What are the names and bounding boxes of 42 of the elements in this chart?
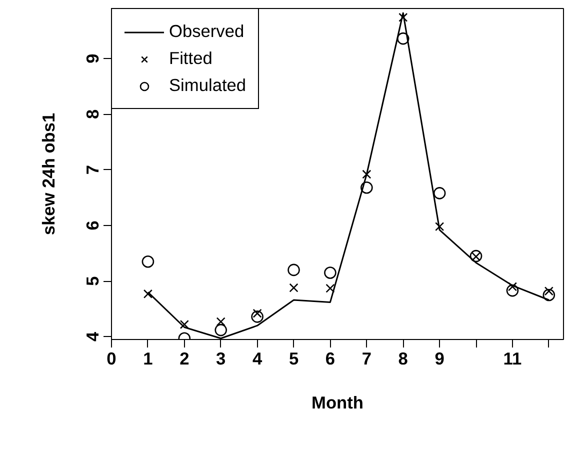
y-tick-label: 8 — [82, 109, 102, 120]
point — [289, 283, 298, 292]
point — [542, 288, 556, 302]
x-axis-title: Month — [312, 392, 364, 412]
x-tick-label: 0 — [106, 348, 116, 368]
x-tick-label: 4 — [252, 348, 262, 368]
point — [214, 324, 228, 336]
y-tick-label: 9 — [82, 54, 102, 64]
point — [362, 170, 372, 179]
point — [470, 250, 482, 262]
y-tick-label: 4 — [82, 332, 102, 342]
point — [324, 266, 336, 279]
y-tick-label: 7 — [82, 165, 102, 175]
point — [398, 12, 408, 22]
point — [142, 255, 154, 268]
x-tick-label: 9 — [434, 348, 444, 368]
x-tick-label: 8 — [398, 348, 408, 368]
point — [180, 320, 189, 330]
x-tick-label: 3 — [216, 348, 226, 368]
x-tick-label: 2 — [180, 348, 190, 368]
x-tick-label: 6 — [325, 348, 336, 368]
point — [251, 310, 264, 323]
point — [360, 181, 373, 194]
legend-label: Fitted — [169, 48, 212, 69]
x-tick-label: 7 — [362, 348, 372, 368]
point — [288, 264, 300, 276]
point — [396, 32, 410, 45]
point — [216, 317, 226, 326]
point — [435, 222, 444, 232]
point — [471, 252, 481, 262]
y-axis-title: skew 24h obs1 — [38, 112, 58, 236]
x-tick-label: 5 — [288, 348, 299, 368]
point — [433, 187, 446, 200]
x-tick-label: 1 — [143, 348, 154, 368]
y-tick-label: 5 — [82, 276, 102, 286]
point — [506, 284, 519, 297]
point — [143, 289, 152, 298]
y-tick-label: 6 — [82, 220, 102, 230]
point — [326, 284, 335, 293]
legend-label: Observed — [169, 21, 244, 42]
legend-label: Simulated — [169, 75, 246, 96]
x-tick-label: 11 — [503, 348, 522, 368]
